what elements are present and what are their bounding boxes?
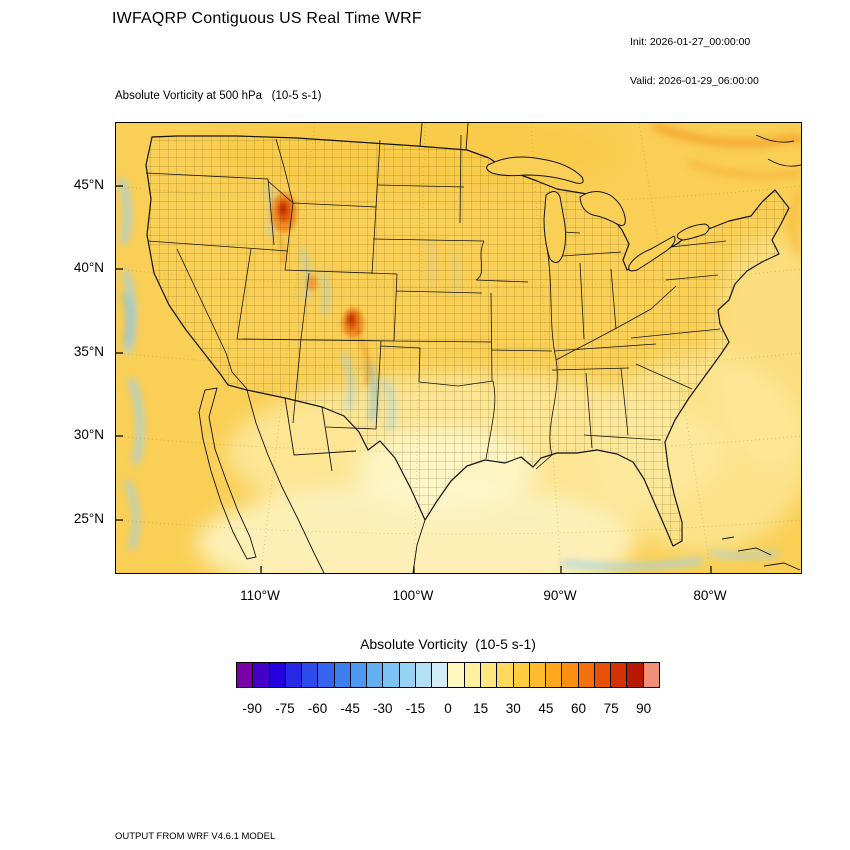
colorbar-tick-label: -75 [275, 701, 295, 716]
colorbar-segment [334, 663, 351, 687]
lat-label: 40°N [73, 260, 104, 275]
us-outline-and-county-texture [145, 135, 790, 547]
lat-label: 45°N [73, 177, 104, 192]
colorbar-segment [627, 663, 644, 687]
colorbar-segment [399, 663, 416, 687]
caribbean-islands [721, 536, 801, 571]
lon-label: 110°W [240, 588, 280, 603]
colorbar-segment [302, 663, 319, 687]
colorbar-segment [237, 663, 254, 687]
colorbar-segment [350, 663, 368, 687]
colorbar-tick-label: 60 [570, 701, 586, 716]
colorbar-tick-labels: -90 -75 -60 -45 -30 -15 0 15 30 45 60 75 90 [236, 701, 660, 719]
colorbar-segment [432, 663, 449, 687]
colorbar-tick-label: -45 [340, 701, 360, 716]
init-time: Init: 2026-01-27_00:00:00 [630, 36, 751, 48]
colorbar-tick-label: -30 [373, 701, 393, 716]
colorbar-segment [480, 663, 498, 687]
colorbar-tick-label: -15 [405, 701, 426, 716]
colorbar-segment [497, 663, 514, 687]
colorbar-tick-label: 75 [603, 701, 619, 716]
colorbar-segment [269, 663, 286, 687]
colorbar-segment [594, 663, 612, 687]
colorbar-tick-label: 30 [505, 701, 521, 716]
lat-label: 25°N [73, 511, 104, 526]
axis-ticks [116, 185, 712, 573]
lat-label: 30°N [73, 427, 104, 442]
colorbar-tick-label: -90 [242, 701, 263, 716]
plot-title: IWFAQRP Contiguous US Real Time WRF [112, 10, 422, 27]
colorbar-segment [643, 663, 659, 687]
colorbar-segment [448, 663, 465, 687]
colorbar-segment [464, 663, 481, 687]
colorbar-tick-label: -60 [307, 701, 328, 716]
great-lakes [486, 156, 710, 272]
colorbar-segment [367, 663, 384, 687]
colorbar-tick-label: 45 [538, 701, 554, 716]
state-borders [145, 134, 727, 470]
colorbar-segment [285, 663, 303, 687]
mexico-canada-borders [198, 123, 801, 573]
colorbar-segment [529, 663, 547, 687]
vorticity-map [116, 123, 801, 573]
colorbar-tick-label: 15 [473, 701, 489, 716]
lon-label: 100°W [392, 588, 434, 603]
colorbar [236, 662, 660, 688]
lon-label: 80°W [693, 588, 727, 603]
colorbar-segment [383, 663, 400, 687]
run-info: Init: 2026-01-27_00:00:00 Valid: 2026-01… [630, 10, 759, 114]
colorbar-title: Absolute Vorticity (10-5 s-1) [360, 636, 536, 652]
map-plot [115, 122, 802, 574]
positive-vorticity-streaks [652, 123, 801, 256]
lat-label: 35°N [73, 344, 104, 359]
colorbar-segment [562, 663, 579, 687]
colorbar-segment [318, 663, 335, 687]
colorbar-segment [611, 663, 628, 687]
field-label: Absolute Vorticity at 500 hPa (10-5 s-1) [115, 90, 322, 102]
colorbar-segment [546, 663, 563, 687]
colorbar-segment [415, 663, 433, 687]
model-footer: OUTPUT FROM WRF V4.6.1 MODEL WE = 580 ; … [115, 806, 489, 850]
lon-label: 90°W [543, 588, 577, 603]
valid-time: Valid: 2026-01-29_06:00:00 [630, 75, 759, 87]
colorbar-segment [253, 663, 270, 687]
footer-line-1: OUTPUT FROM WRF V4.6.1 MODEL [115, 831, 276, 842]
colorbar-segment [513, 663, 530, 687]
colorbar-tick-label: 90 [636, 701, 652, 716]
colorbar-segment [578, 663, 595, 687]
colorbar-tick-label: 0 [444, 701, 452, 716]
